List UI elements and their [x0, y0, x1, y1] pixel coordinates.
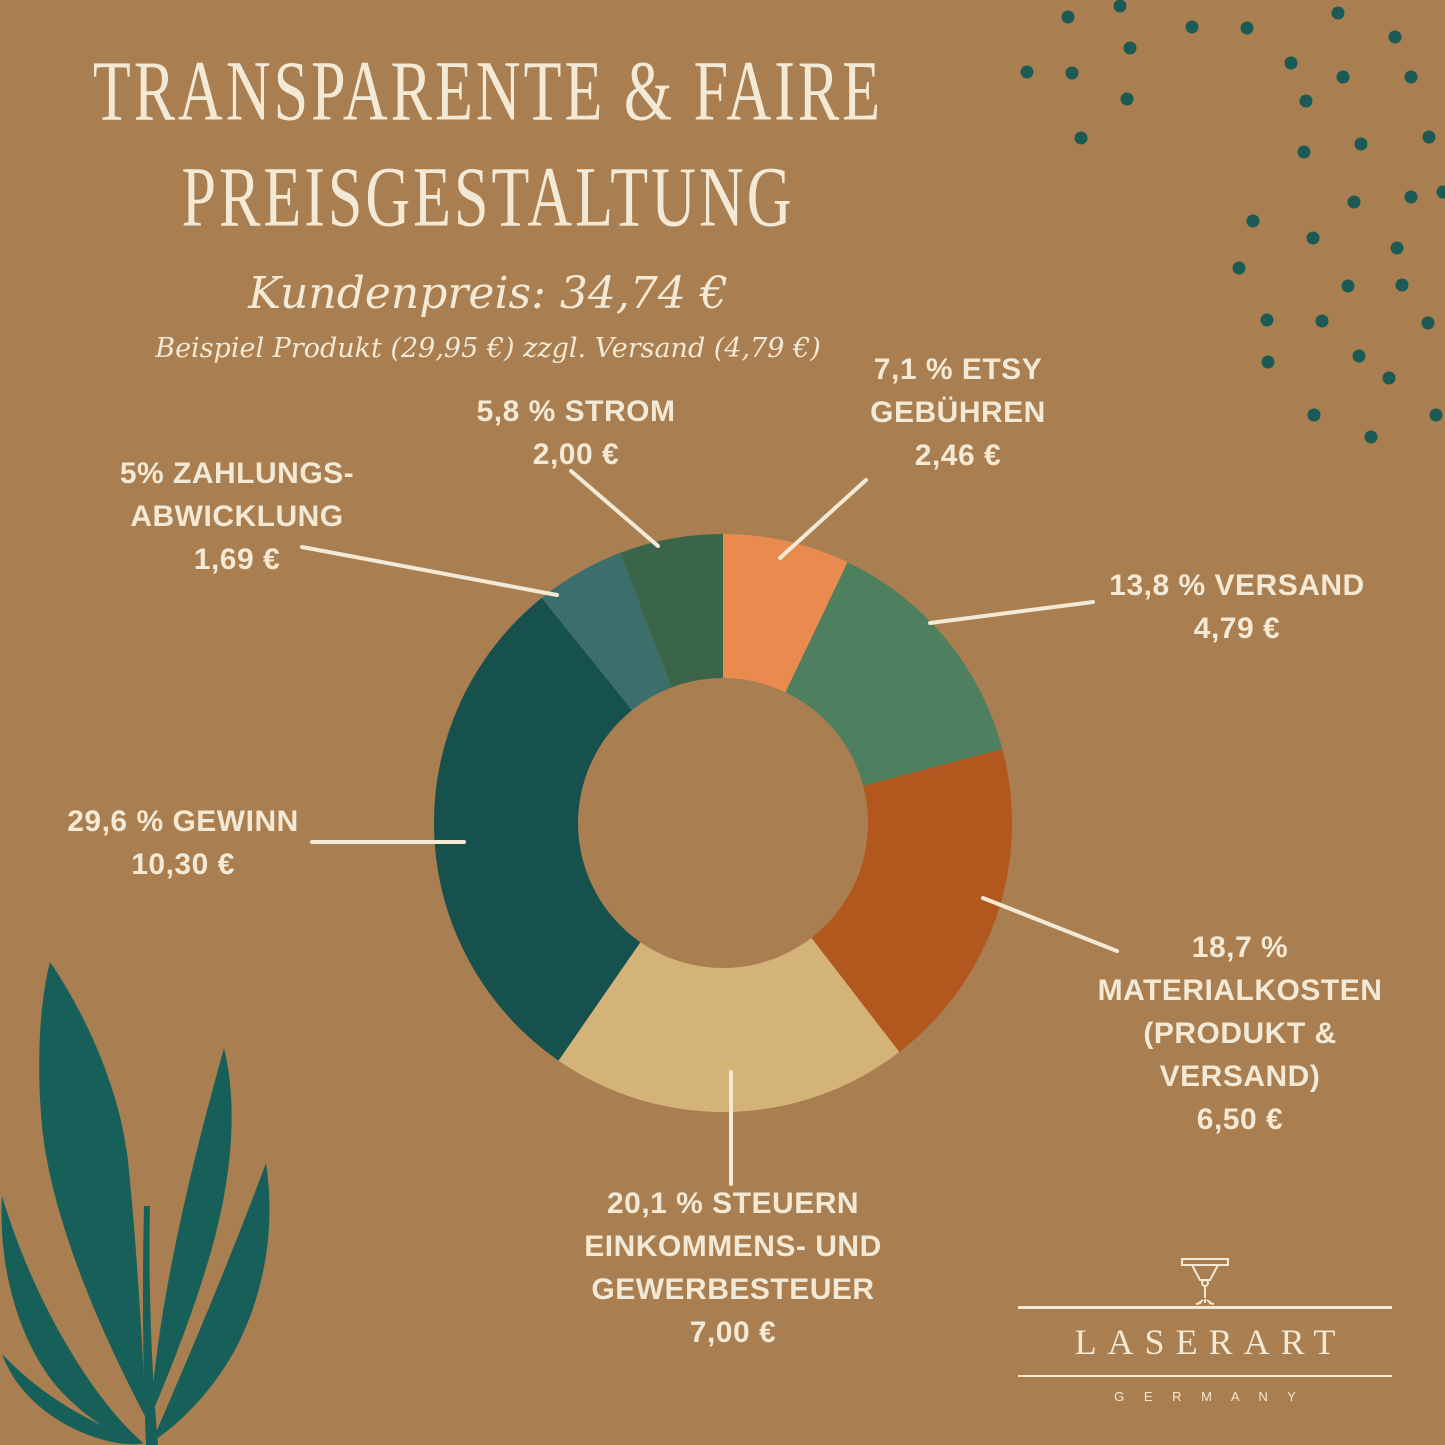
- decor-dot: [1315, 314, 1329, 328]
- decor-dot: [1382, 371, 1396, 385]
- decor-dot: [1113, 0, 1127, 13]
- decor-dot: [1284, 56, 1298, 70]
- decor-dot: [1347, 195, 1361, 209]
- donut-segment-versand: [785, 562, 1003, 786]
- decor-dot: [1341, 279, 1355, 293]
- decor-dot: [1404, 70, 1418, 84]
- label-line: 5% ZAHLUNGS-: [119, 457, 355, 490]
- header: TRANSPARENTE & FAIRE PREISGESTALTUNG Kun…: [8, 0, 968, 364]
- decor-dot: [1246, 214, 1260, 228]
- donut-segment-gewinn: [433, 597, 641, 1061]
- label-line: 2,00 €: [532, 438, 620, 471]
- decor-dot: [1120, 92, 1134, 106]
- page-title-line1: TRANSPARENTE & FAIRE: [92, 45, 884, 139]
- decor-dot: [1336, 70, 1350, 84]
- decor-dot: [1436, 185, 1445, 199]
- donut-segment-strom: [620, 533, 723, 688]
- label-steuern: 20,1 % STEUERN EINKOMMENS- UND GEWERBEST…: [584, 1182, 882, 1354]
- label-line: ABWICKLUNG: [130, 500, 344, 533]
- label-line: 7,1 % ETSY: [873, 353, 1043, 386]
- label-line: 1,69 €: [193, 543, 281, 576]
- label-line: 4,79 €: [1193, 612, 1281, 645]
- decor-dot: [1061, 10, 1075, 24]
- page-title-line2: PREISGESTALTUNG: [181, 151, 795, 245]
- example-note: Beispiel Produkt (29,95 €) zzgl. Versand…: [155, 333, 821, 364]
- label-versand: 13,8 % VERSAND 4,79 €: [1109, 564, 1364, 650]
- decor-dot: [1260, 313, 1274, 327]
- decor-dot: [1390, 241, 1404, 255]
- decor-dot: [1421, 316, 1435, 330]
- decor-dot: [1240, 21, 1254, 35]
- label-line: 29,6 % GEWINN: [67, 805, 299, 838]
- donut-segment-steuern-einkommens-und-gewerbesteuer: [558, 937, 900, 1112]
- donut-segment-zahlungsabwicklung: [541, 552, 672, 711]
- label-line: GEBÜHREN: [870, 396, 1046, 429]
- leader-line: [928, 600, 1095, 625]
- decor-dot: [1352, 349, 1366, 363]
- laser-engraver-icon: [1018, 1256, 1392, 1308]
- decor-dot: [1429, 408, 1443, 422]
- decor-dot: [1297, 145, 1311, 159]
- decor-dot: [1354, 137, 1368, 151]
- label-line: 18,7 %: [1191, 931, 1289, 964]
- decor-dot: [1123, 41, 1137, 55]
- decor-dot: [1020, 65, 1034, 79]
- logo-divider-bottom: [1018, 1375, 1392, 1377]
- donut-segment-etsy-geb-hren: [723, 534, 848, 693]
- label-line: 7,00 €: [689, 1316, 777, 1349]
- plant-illustration: [1, 962, 270, 1445]
- decor-dot: [1261, 355, 1275, 369]
- customer-price: Kundenpreis: 34,74 €: [248, 268, 728, 319]
- brand-country: G E R M A N Y: [1114, 1389, 1304, 1404]
- label-line: 2,46 €: [914, 439, 1002, 472]
- decor-dot: [1388, 30, 1402, 44]
- label-line: 6,50 €: [1196, 1103, 1284, 1136]
- donut-segment-materialkosten-produkt-versand: [811, 749, 1013, 1052]
- decor-dot: [1364, 430, 1378, 444]
- label-gewinn: 29,6 % GEWINN 10,30 €: [67, 800, 299, 886]
- decor-dot: [1306, 231, 1320, 245]
- label-line: 10,30 €: [131, 848, 235, 881]
- label-line: (PRODUKT &: [1143, 1017, 1337, 1050]
- label-line: MATERIALKOSTEN: [1097, 974, 1383, 1007]
- logo-laserart: LASERART G E R M A N Y: [1018, 1256, 1392, 1404]
- label-materialkosten: 18,7 % MATERIALKOSTEN (PRODUKT & VERSAND…: [1098, 926, 1383, 1141]
- decor-dot: [1307, 408, 1321, 422]
- label-line: 5,8 % STROM: [476, 395, 676, 428]
- decor-dot: [1185, 20, 1199, 34]
- decor-dot: [1232, 261, 1246, 275]
- label-line: EINKOMMENS- UND: [584, 1230, 882, 1263]
- leader-line: [569, 469, 660, 548]
- label-etsy-gebuehren: 7,1 % ETSY GEBÜHREN 2,46 €: [870, 348, 1046, 477]
- label-line: GEWERBESTEUER: [591, 1273, 875, 1306]
- decor-dot: [1422, 130, 1436, 144]
- label-strom: 5,8 % STROM 2,00 €: [477, 390, 676, 476]
- label-line: 13,8 % VERSAND: [1109, 569, 1365, 602]
- decor-dot: [1404, 190, 1418, 204]
- logo-divider-top: [1018, 1306, 1392, 1309]
- decor-dot: [1065, 66, 1079, 80]
- decor-dot: [1299, 94, 1313, 108]
- label-line: 20,1 % STEUERN: [606, 1187, 860, 1220]
- leader-line: [300, 545, 559, 597]
- brand-name: LASERART: [1074, 1322, 1347, 1362]
- decor-dot: [1331, 6, 1345, 20]
- label-zahlungsabwicklung: 5% ZAHLUNGS- ABWICKLUNG 1,69 €: [120, 452, 354, 581]
- decor-dot: [1395, 278, 1409, 292]
- leader-line: [778, 478, 868, 560]
- leader-line: [981, 896, 1119, 953]
- label-line: VERSAND): [1159, 1060, 1321, 1093]
- decor-dot: [1074, 131, 1088, 145]
